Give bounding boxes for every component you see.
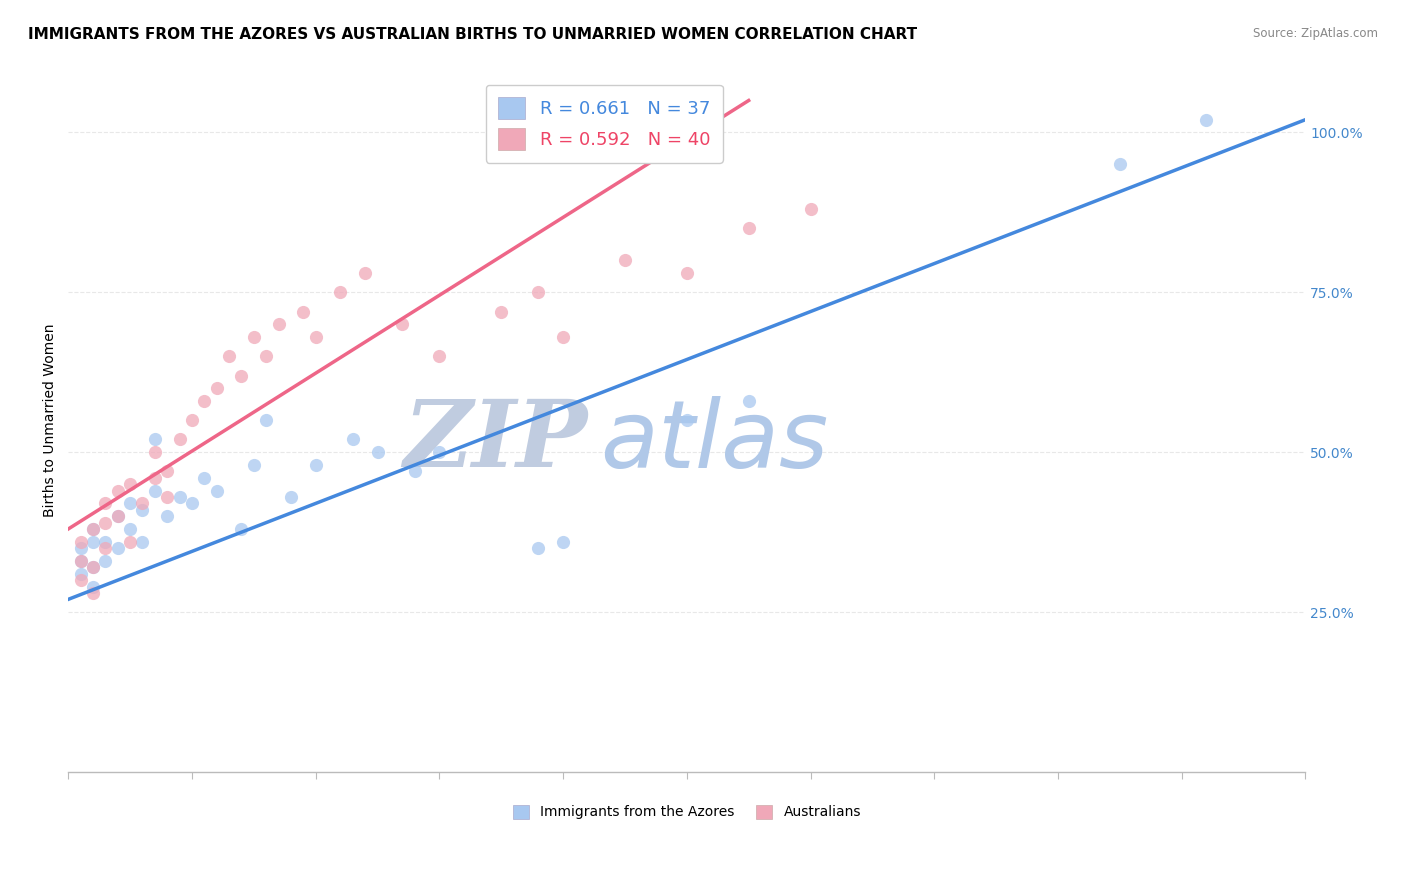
Point	[120, 522, 142, 536]
Point	[169, 490, 191, 504]
Legend: Immigrants from the Azores, Australians: Immigrants from the Azores, Australians	[508, 799, 866, 825]
Point	[143, 471, 166, 485]
Point	[218, 349, 240, 363]
Point	[94, 541, 117, 556]
Point	[120, 496, 142, 510]
Point	[429, 349, 451, 363]
Point	[69, 566, 91, 581]
Point	[94, 554, 117, 568]
Text: Source: ZipAtlas.com: Source: ZipAtlas.com	[1253, 27, 1378, 40]
Point	[82, 522, 104, 536]
Point	[107, 541, 129, 556]
Point	[489, 304, 512, 318]
Point	[231, 368, 253, 383]
Point	[107, 509, 129, 524]
Point	[613, 253, 636, 268]
Point	[82, 534, 104, 549]
Point	[69, 534, 91, 549]
Point	[82, 586, 104, 600]
Point	[131, 496, 153, 510]
Point	[120, 477, 142, 491]
Point	[193, 394, 215, 409]
Point	[292, 304, 315, 318]
Point	[243, 458, 266, 472]
Point	[267, 318, 290, 332]
Point	[342, 433, 364, 447]
Point	[675, 266, 697, 280]
Point	[131, 534, 153, 549]
Point	[143, 445, 166, 459]
Text: IMMIGRANTS FROM THE AZORES VS AUSTRALIAN BIRTHS TO UNMARRIED WOMEN CORRELATION C: IMMIGRANTS FROM THE AZORES VS AUSTRALIAN…	[28, 27, 917, 42]
Point	[737, 394, 759, 409]
Point	[527, 285, 550, 300]
Point	[82, 560, 104, 574]
Point	[737, 221, 759, 235]
Point	[120, 534, 142, 549]
Point	[69, 554, 91, 568]
Point	[82, 580, 104, 594]
Point	[429, 445, 451, 459]
Point	[143, 433, 166, 447]
Point	[156, 490, 179, 504]
Point	[107, 483, 129, 498]
Point	[404, 465, 426, 479]
Point	[107, 509, 129, 524]
Point	[354, 266, 377, 280]
Point	[193, 471, 215, 485]
Point	[551, 534, 574, 549]
Point	[69, 554, 91, 568]
Point	[94, 516, 117, 530]
Point	[329, 285, 352, 300]
Point	[94, 496, 117, 510]
Point	[527, 541, 550, 556]
Point	[551, 330, 574, 344]
Point	[94, 534, 117, 549]
Point	[181, 496, 204, 510]
Point	[305, 330, 328, 344]
Text: ZIP: ZIP	[404, 396, 588, 486]
Point	[169, 433, 191, 447]
Point	[131, 503, 153, 517]
Point	[799, 202, 821, 217]
Point	[205, 483, 228, 498]
Point	[69, 573, 91, 587]
Text: atlas: atlas	[600, 396, 828, 487]
Point	[156, 465, 179, 479]
Point	[181, 413, 204, 427]
Point	[143, 483, 166, 498]
Point	[675, 413, 697, 427]
Point	[305, 458, 328, 472]
Point	[205, 381, 228, 395]
Point	[69, 541, 91, 556]
Point	[1108, 157, 1130, 171]
Point	[280, 490, 302, 504]
Point	[367, 445, 389, 459]
Point	[1195, 112, 1218, 127]
Point	[243, 330, 266, 344]
Point	[156, 509, 179, 524]
Point	[254, 349, 277, 363]
Point	[231, 522, 253, 536]
Point	[391, 318, 413, 332]
Point	[82, 560, 104, 574]
Point	[82, 522, 104, 536]
Point	[254, 413, 277, 427]
Y-axis label: Births to Unmarried Women: Births to Unmarried Women	[44, 324, 58, 517]
